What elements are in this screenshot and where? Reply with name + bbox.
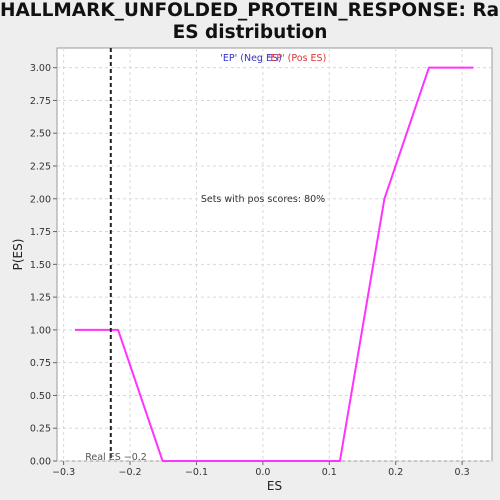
pos-es-label: 'EP' (Pos ES)	[268, 53, 327, 64]
y-tick-label: 2.75	[30, 96, 51, 107]
chart-title: HALLMARK_UNFOLDED_PROTEIN_RESPONSE: Rand…	[0, 0, 500, 44]
y-tick-label: 1.25	[30, 293, 51, 304]
x-tick-label: 0.3	[455, 467, 470, 478]
y-tick-label: 1.50	[30, 260, 51, 271]
series-layer	[74, 66, 474, 462]
chart-title-line-1: HALLMARK_UNFOLDED_PROTEIN_RESPONSE: Rand…	[0, 0, 500, 21]
x-tick-label: 0.2	[388, 467, 403, 478]
pos-scores-annotation: Sets with pos scores: 80%	[201, 194, 325, 205]
x-axis: −0.3 −0.2 −0.1 0.0 0.1 0.2 0.3	[52, 461, 470, 478]
y-axis-label: P(ES)	[11, 239, 25, 271]
x-tick-label: −0.3	[52, 467, 75, 478]
y-tick-label: 0.25	[30, 424, 51, 435]
y-tick-label: 2.50	[30, 129, 51, 140]
real-es-label: Real ES −0.2	[85, 452, 147, 463]
y-tick-label: 2.25	[30, 162, 51, 173]
y-tick-label: 3.00	[30, 63, 51, 74]
x-tick-label: 0.1	[322, 467, 337, 478]
x-tick-label: −0.1	[185, 467, 208, 478]
y-tick-label: 0.50	[30, 391, 51, 402]
x-tick-label: −0.2	[119, 467, 142, 478]
y-tick-label: 0.00	[30, 457, 51, 468]
y-tick-label: 1.00	[30, 325, 51, 336]
plot-area	[56, 47, 493, 462]
es-distribution-series-line	[74, 66, 474, 462]
x-axis-label: ES	[267, 479, 282, 493]
y-tick-label: 1.75	[30, 227, 51, 238]
chart-title-line-2: ES distribution	[172, 22, 328, 43]
x-tick-label: 0.0	[255, 467, 270, 478]
y-axis: 0.00 0.25 0.50 0.75 1.00 1.25 1.50 1.75 2.00 2.25…	[30, 63, 57, 468]
neg-es-label: 'EP' (Neg ES)	[220, 53, 281, 64]
y-tick-label: 2.00	[30, 194, 51, 205]
y-tick-label: 0.75	[30, 358, 51, 369]
